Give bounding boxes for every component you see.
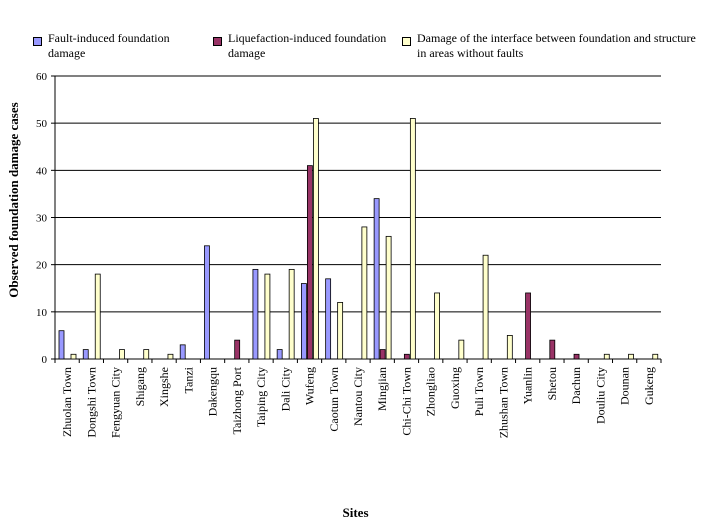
x-tick-label: Taizhong Port xyxy=(230,366,244,434)
bar xyxy=(337,301,344,360)
bar xyxy=(264,273,271,360)
bar xyxy=(58,330,65,360)
bar xyxy=(379,349,386,360)
bar xyxy=(549,339,556,360)
x-tick-label: Yuanlin xyxy=(521,367,535,404)
y-tick-label: 30 xyxy=(36,213,48,225)
x-tick-label: Shetou xyxy=(545,367,559,400)
bar xyxy=(312,118,319,360)
bar xyxy=(234,339,241,360)
bar xyxy=(373,198,380,360)
bar xyxy=(300,283,307,360)
bar xyxy=(525,292,531,360)
bar xyxy=(306,165,313,360)
x-tick-label: Dongshi Town xyxy=(84,367,98,438)
x-tick-label: Gukeng xyxy=(642,367,656,405)
x-tick-label: Puli Town xyxy=(472,367,486,416)
legend-label-interface: Damage of the interface between foundati… xyxy=(417,31,696,60)
bar xyxy=(434,292,441,360)
bar xyxy=(361,226,368,360)
bar xyxy=(70,353,77,360)
legend-item-liquefaction: Liquefaction-induced foundation damage xyxy=(213,31,393,61)
bar xyxy=(482,254,489,360)
bar xyxy=(82,349,89,360)
x-tick-label: Shigang xyxy=(133,367,147,406)
legend-item-interface: Damage of the interface between foundati… xyxy=(402,31,702,61)
bar xyxy=(288,268,295,360)
bar xyxy=(628,353,634,360)
legend-swatch-interface xyxy=(402,37,411,46)
legend-label-fault: Fault-induced foundation damage xyxy=(48,31,170,60)
x-tick-label: Zhongliao xyxy=(424,367,438,416)
x-tick-label: Mingjian xyxy=(375,367,389,411)
y-tick-label: 10 xyxy=(36,307,48,319)
x-tick-label: Chi-Chi Town xyxy=(399,367,413,436)
x-tick-label: Zhuolan Town xyxy=(60,367,74,437)
y-tick-label: 40 xyxy=(36,165,48,177)
x-tick-label: Dounan xyxy=(618,367,632,405)
bar xyxy=(385,235,392,360)
x-tick-label: Xingshe xyxy=(157,367,171,407)
x-tick-label: Nantou City xyxy=(351,367,365,426)
x-tick-label: Dali City xyxy=(278,367,292,411)
y-tick-label: 20 xyxy=(36,260,48,272)
x-tick-label: Guoxing xyxy=(448,367,462,409)
bar xyxy=(458,339,465,360)
bar xyxy=(652,353,659,360)
bar xyxy=(325,278,332,360)
x-axis-title: Sites xyxy=(342,505,369,520)
x-tick-label: Caotun Town xyxy=(327,367,341,432)
y-tick-label: 60 xyxy=(36,71,48,83)
bar xyxy=(252,268,259,360)
bar xyxy=(167,353,174,360)
y-tick-label: 0 xyxy=(42,354,48,366)
x-tick-label: Zhushan Town xyxy=(496,367,510,438)
y-tick-label: 50 xyxy=(36,118,48,130)
bar xyxy=(179,344,186,360)
legend-item-fault: Fault-induced foundation damage xyxy=(33,31,203,61)
legend-swatch-fault xyxy=(33,37,42,46)
x-tick-label: Dachun xyxy=(569,367,583,404)
x-tick-label: Fengyuan City xyxy=(109,367,123,438)
bar xyxy=(119,349,125,360)
bar xyxy=(573,353,580,360)
bar xyxy=(409,118,416,360)
bar xyxy=(506,335,513,360)
legend-label-liquefaction: Liquefaction-induced foundation damage xyxy=(228,31,387,60)
x-tick-label: Taiping City xyxy=(254,367,268,427)
legend-swatch-liquefaction xyxy=(213,37,222,46)
bar xyxy=(94,273,101,360)
bar xyxy=(603,353,610,360)
bar xyxy=(276,349,283,360)
bar xyxy=(204,245,210,360)
x-tick-label: Tanzi xyxy=(181,366,195,393)
bar xyxy=(403,353,410,360)
x-tick-label: Wufeng xyxy=(303,367,317,405)
y-axis-title: Observed foundation damage cases xyxy=(6,102,21,298)
bar xyxy=(143,349,150,360)
x-tick-label: Dakengqu xyxy=(206,367,220,416)
x-tick-label: Douliu City xyxy=(593,367,607,424)
